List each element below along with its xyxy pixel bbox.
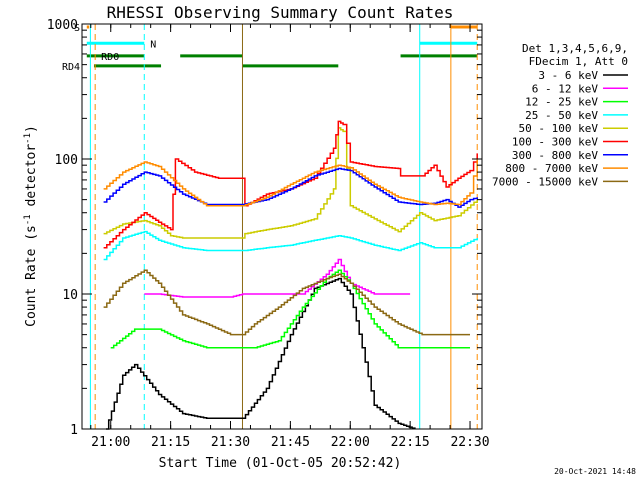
y-tick-label: 1000 <box>47 18 78 33</box>
series-line <box>103 230 478 261</box>
y-tick-label: 10 <box>62 288 78 303</box>
series-line <box>103 127 478 239</box>
y-axis-label: Count Rate (s-1 detector-1) <box>23 125 39 327</box>
x-tick-label: 22:00 <box>331 435 370 450</box>
y-label-main: Count Rate (s <box>24 225 39 327</box>
legend-entry-label: 300 - 800 keV <box>512 149 598 162</box>
timestamp: 20-Oct-2021 14:48 <box>554 467 636 476</box>
y-label-sup2: -1 <box>23 133 33 144</box>
flag-label: RD0 <box>101 52 119 63</box>
series-lines <box>103 120 478 430</box>
x-tick-label: 21:15 <box>151 435 190 450</box>
legend-entry-label: 800 - 7000 keV <box>505 162 598 175</box>
x-axis-ticks: 21:00 21:15 21:30 21:45 22:00 22:15 22:30 <box>90 24 490 450</box>
y-label-mid: detector <box>24 144 39 215</box>
legend-entry-label: 6 - 12 keV <box>532 82 599 95</box>
series-line <box>103 269 470 336</box>
chart-title: RHESSI Observing Summary Count Rates <box>107 3 454 22</box>
y-label-sup1: -1 <box>23 214 33 225</box>
y-tick-label: 100 <box>55 153 78 168</box>
plot-frame <box>81 23 483 430</box>
y-label-end: ) <box>24 125 39 133</box>
series-line <box>110 269 470 349</box>
event-markers <box>89 24 478 429</box>
x-tick-label: 22:30 <box>450 435 489 450</box>
series-line <box>103 167 478 208</box>
series-line <box>103 159 478 207</box>
legend-entry-label: 25 - 50 keV <box>525 109 598 122</box>
x-tick-label: 21:45 <box>271 435 310 450</box>
legend-header-2: FDecim 1, Att 0 <box>529 55 628 68</box>
legend-entry-label: 100 - 300 keV <box>512 136 598 149</box>
flag-label: RD4 <box>62 62 80 73</box>
x-tick-label: 22:15 <box>391 435 430 450</box>
legend-entry-label: 50 - 100 keV <box>519 122 599 135</box>
legend-header-1: Det 1,3,4,5,6,9, <box>522 42 628 55</box>
series-line <box>106 277 416 430</box>
status-flags: S N RD0 RD4 <box>62 23 478 73</box>
x-axis-label: Start Time (01-Oct-05 20:52:42) <box>159 456 402 471</box>
legend-entry-label: 12 - 25 keV <box>525 96 598 109</box>
legend: Det 1,3,4,5,6,9, FDecim 1, Att 0 3 - 6 k… <box>492 42 628 188</box>
series-line <box>144 258 411 298</box>
x-tick-label: 21:00 <box>91 435 130 450</box>
y-axis-ticks: 1 10 100 1000 <box>47 18 482 438</box>
legend-entry-label: 7000 - 15000 keV <box>492 175 598 188</box>
x-tick-label: 21:30 <box>211 435 250 450</box>
flag-label: S <box>74 23 80 34</box>
y-tick-label: 1 <box>70 423 78 438</box>
legend-entry-label: 3 - 6 keV <box>538 69 598 82</box>
flag-label: N <box>150 39 156 50</box>
